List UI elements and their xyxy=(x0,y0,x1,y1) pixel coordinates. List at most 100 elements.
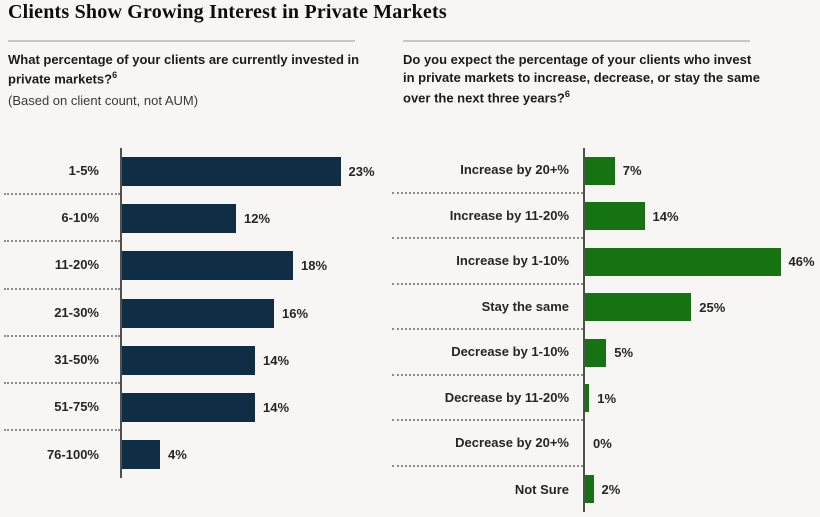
bar xyxy=(122,204,236,234)
bar-area: 14% xyxy=(120,383,412,432)
bar-row: Not Sure 2% xyxy=(392,466,818,513)
bar-area: 16% xyxy=(120,289,412,337)
bar xyxy=(122,393,255,423)
bar-area: 46% xyxy=(583,239,818,285)
bar-area: 14% xyxy=(583,193,818,239)
bar-row: Decrease by 11-20% 1% xyxy=(392,375,818,421)
bar-area: 18% xyxy=(120,242,412,290)
left-question-panel: What percentage of your clients are curr… xyxy=(8,40,366,110)
value-label: 23% xyxy=(348,164,375,180)
category-label: Increase by 20+% xyxy=(460,162,569,178)
bar xyxy=(122,345,255,375)
left-question-text: What percentage of your clients are curr… xyxy=(8,52,360,87)
category-label-cell: Decrease by 11-20% xyxy=(392,376,583,421)
value-label: 14% xyxy=(652,208,679,224)
bar-row: 11-20% 18% xyxy=(4,242,412,290)
bar-row: Decrease by 1-10% 5% xyxy=(392,330,818,376)
category-label-cell: Increase by 11-20% xyxy=(392,194,583,239)
bar-row: Increase by 1-10% 46% xyxy=(392,239,818,285)
category-label: 31-50% xyxy=(54,351,99,367)
category-label: 11-20% xyxy=(54,257,99,273)
bar-area: 2% xyxy=(583,466,818,512)
category-label-cell: 11-20% xyxy=(4,242,120,290)
category-label-cell: 21-30% xyxy=(4,290,120,337)
bar xyxy=(122,251,293,281)
category-label: Increase by 1-10% xyxy=(456,253,569,269)
bar-area: 4% xyxy=(120,431,412,479)
value-label: 46% xyxy=(788,254,815,270)
right-chart-question: Do you expect the percentage of your cli… xyxy=(403,51,761,108)
category-label-cell: 6-10% xyxy=(4,195,120,243)
bar-row: 1-5% 23% xyxy=(4,148,412,196)
bar xyxy=(585,475,594,504)
right-question-panel: Do you expect the percentage of your cli… xyxy=(403,40,761,108)
category-label: 21-30% xyxy=(54,304,99,320)
category-label-cell: Decrease by 20+% xyxy=(392,421,583,467)
category-label-cell: Decrease by 1-10% xyxy=(392,330,583,376)
value-label: 16% xyxy=(282,305,309,321)
bar xyxy=(122,298,274,328)
bar xyxy=(585,338,607,367)
bar xyxy=(122,440,160,470)
value-label: 7% xyxy=(622,163,642,179)
category-label: Stay the same xyxy=(481,298,569,314)
bar-area: 7% xyxy=(583,148,818,194)
value-label: 14% xyxy=(263,400,290,416)
category-label: 1-5% xyxy=(68,163,99,179)
category-label: 6-10% xyxy=(61,210,99,226)
bar-area: 5% xyxy=(583,330,818,376)
bar xyxy=(585,293,692,322)
category-label: 76-100% xyxy=(46,447,99,463)
category-label-cell: 76-100% xyxy=(4,431,120,478)
category-label-cell: 1-5% xyxy=(4,148,120,196)
bar-row: 6-10% 12% xyxy=(4,195,412,243)
bar xyxy=(585,156,615,185)
bar-row: Stay the same 25% xyxy=(392,284,818,330)
category-label: 51-75% xyxy=(54,399,99,415)
page-title: Clients Show Growing Interest in Private… xyxy=(8,1,447,23)
bar xyxy=(585,247,781,276)
value-label: 2% xyxy=(601,481,621,497)
category-label: Decrease by 11-20% xyxy=(444,389,569,405)
value-label: 12% xyxy=(244,211,271,227)
bar-area: 1% xyxy=(583,375,818,421)
bar-area: 14% xyxy=(120,336,412,384)
bar-row: Increase by 20+% 7% xyxy=(392,148,818,194)
value-label: 14% xyxy=(263,352,290,368)
bar xyxy=(122,157,341,187)
category-label: Not Sure xyxy=(514,481,569,497)
bar xyxy=(585,384,590,413)
left-divider-line xyxy=(8,40,355,42)
bar-row: 31-50% 14% xyxy=(4,336,412,384)
bar-row: Increase by 11-20% 14% xyxy=(392,193,818,239)
category-label: Increase by 11-20% xyxy=(449,207,569,223)
category-label: Decrease by 20+% xyxy=(455,435,569,451)
bar-row: Decrease by 20+% 0% xyxy=(392,421,818,467)
bar-area: 23% xyxy=(120,148,412,196)
left-footnote-marker: 6 xyxy=(112,70,118,81)
category-label-cell: Not Sure xyxy=(392,467,583,513)
bar-area: 0% xyxy=(583,421,818,467)
value-label: 0% xyxy=(593,436,612,452)
bar-row: 51-75% 14% xyxy=(4,383,412,432)
value-label: 5% xyxy=(614,345,634,361)
bar xyxy=(585,202,645,231)
left-chart-question: What percentage of your clients are curr… xyxy=(8,51,366,89)
category-label-cell: Increase by 20+% xyxy=(392,148,583,194)
bar-row: 76-100% 4% xyxy=(4,431,412,479)
bar-row: 21-30% 16% xyxy=(4,289,412,337)
bar-area: 12% xyxy=(120,195,412,243)
category-label-cell: 31-50% xyxy=(4,337,120,384)
category-label: Decrease by 1-10% xyxy=(451,344,569,360)
current-allocation-bar-chart: 1-5% 23% 6-10% 12% 11-20% 18% 21-30% 16 xyxy=(4,148,412,479)
expected-change-bar-chart: Increase by 20+% 7% Increase by 11-20% 1… xyxy=(392,148,818,512)
right-footnote-marker: 6 xyxy=(564,88,570,99)
category-label-cell: Stay the same xyxy=(392,285,583,330)
value-label: 4% xyxy=(168,447,187,463)
value-label: 18% xyxy=(301,258,328,274)
bar-area: 25% xyxy=(583,284,818,330)
right-question-text: Do you expect the percentage of your cli… xyxy=(403,52,760,106)
value-label: 25% xyxy=(699,299,726,315)
category-label-cell: Increase by 1-10% xyxy=(392,239,583,285)
